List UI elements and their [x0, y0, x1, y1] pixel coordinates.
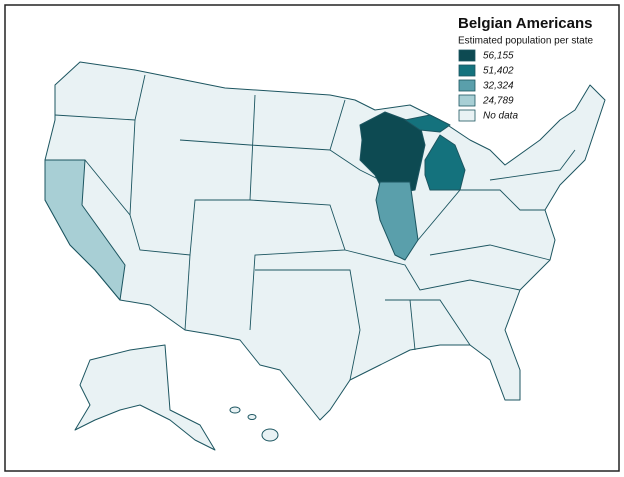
legend-title: Belgian Americans	[458, 15, 593, 32]
legend-label: 32,324	[483, 81, 514, 92]
state-border	[489, 149, 576, 181]
state-border	[184, 254, 191, 331]
legend-swatch	[458, 109, 476, 122]
state-border	[409, 299, 416, 351]
hawaii	[261, 428, 279, 442]
state-border	[344, 249, 521, 291]
state-border	[329, 149, 381, 181]
legend: Belgian Americans Estimated population p…	[458, 15, 594, 122]
legend-label: No data	[483, 111, 518, 122]
contiguous-us	[44, 61, 606, 421]
legend-swatch	[458, 94, 476, 107]
state-border	[385, 299, 471, 346]
legend-swatch	[458, 79, 476, 92]
state-highlight	[375, 181, 419, 261]
hawaii	[229, 406, 241, 414]
legend-label: 56,155	[483, 51, 514, 62]
legend-swatch	[458, 64, 476, 77]
legend-swatch	[458, 49, 476, 62]
state-highlight	[424, 134, 466, 191]
state-highlight	[44, 159, 126, 301]
state-border	[255, 269, 361, 381]
legend-label: 51,402	[483, 66, 514, 77]
hawaii	[247, 414, 257, 420]
state-highlight	[404, 114, 451, 133]
state-border	[129, 94, 256, 256]
legend-label: 24,789	[482, 96, 514, 107]
states	[44, 61, 606, 451]
alaska	[74, 344, 216, 451]
state-border	[417, 189, 545, 241]
state-border	[179, 99, 346, 151]
legend-subtitle: Estimated population per state	[458, 36, 594, 47]
state-border	[429, 244, 551, 261]
